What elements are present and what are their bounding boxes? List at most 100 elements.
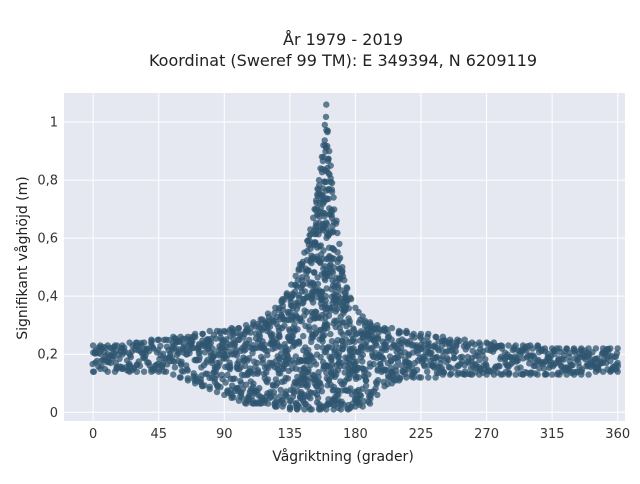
scatter-point: [285, 346, 292, 353]
scatter-point: [315, 369, 322, 376]
scatter-point: [359, 358, 366, 365]
scatter-point: [335, 391, 342, 399]
scatter-point: [284, 375, 292, 382]
scatter-point: [311, 324, 318, 331]
scatter-point: [309, 299, 317, 306]
scatter-point: [221, 327, 228, 335]
scatter-point: [328, 188, 336, 196]
scatter-point: [541, 345, 549, 352]
x-tick-label: 270: [474, 427, 499, 442]
scatter-point: [232, 329, 239, 337]
scatter-point: [324, 127, 331, 134]
scatter-point: [279, 295, 286, 303]
scatter-point: [439, 333, 447, 340]
scatter-point: [403, 327, 410, 335]
scatter-point: [171, 364, 179, 371]
scatter-point: [325, 155, 332, 162]
scatter-point: [217, 383, 224, 391]
scatter-point: [482, 356, 489, 363]
scatter-point: [367, 392, 374, 399]
scatter-point: [247, 329, 254, 336]
scatter-point: [314, 185, 321, 192]
scatter-point: [218, 371, 225, 378]
x-tick-label: 45: [150, 427, 167, 442]
scatter-point: [327, 305, 334, 312]
scatter-point: [126, 368, 133, 375]
scatter-point: [306, 232, 313, 239]
y-tick-label: 0: [50, 406, 58, 421]
scatter-point: [374, 334, 382, 341]
scatter-point: [592, 368, 600, 375]
scatter-point: [330, 264, 338, 271]
scatter-point: [305, 267, 312, 274]
scatter-point: [311, 269, 318, 276]
scatter-point: [329, 269, 337, 276]
scatter-point: [155, 368, 162, 375]
scatter-point: [505, 342, 512, 349]
scatter-point: [417, 330, 425, 338]
scatter-point: [264, 379, 271, 386]
scatter-point: [410, 374, 417, 381]
scatter-point: [365, 371, 372, 378]
scatter-point: [476, 371, 483, 378]
scatter-point: [614, 368, 621, 375]
scatter-point: [505, 371, 512, 378]
scatter-point: [170, 371, 177, 378]
scatter-point: [266, 323, 274, 330]
scatter-point: [127, 354, 134, 361]
scatter-point: [333, 217, 340, 224]
scatter-point: [330, 194, 337, 201]
scatter-point: [304, 237, 311, 245]
chart-title-line-2: Koordinat (Sweref 99 TM): E 349394, N 62…: [149, 51, 537, 70]
scatter-point: [439, 371, 447, 378]
scatter-point: [388, 380, 396, 387]
scatter-point: [242, 381, 250, 388]
scatter-point: [540, 365, 548, 372]
scatter-point: [259, 356, 267, 363]
scatter-point: [599, 368, 607, 375]
scatter-point: [292, 272, 299, 280]
scatter-point: [323, 101, 330, 108]
scatter-point: [89, 368, 97, 375]
scatter-point: [334, 249, 341, 256]
scatter-point: [333, 306, 340, 313]
scatter-point: [345, 305, 353, 312]
scatter-point: [286, 406, 294, 413]
scatter-point: [184, 333, 192, 340]
scatter-point: [304, 382, 311, 389]
scatter-point: [570, 371, 578, 378]
scatter-point: [314, 343, 321, 350]
scatter-point: [339, 331, 346, 338]
scatter-point: [496, 363, 503, 370]
scatter-point: [578, 345, 585, 352]
scatter-point: [517, 364, 524, 371]
x-tick-label: 315: [540, 427, 565, 442]
scatter-point: [308, 406, 315, 413]
scatter-point: [313, 309, 320, 316]
scatter-point: [351, 338, 358, 345]
scatter-point: [334, 229, 341, 237]
scatter-point: [362, 377, 369, 384]
y-axis-label: Signifikant våghöjd (m): [14, 176, 31, 339]
scatter-point: [350, 345, 357, 352]
scatter-point: [183, 366, 191, 373]
scatter-point: [374, 377, 382, 384]
scatter-point: [175, 350, 182, 357]
x-tick-label: 135: [277, 427, 302, 442]
scatter-point: [388, 324, 396, 332]
scatter-point: [446, 371, 454, 378]
scatter-point: [136, 362, 144, 370]
scatter-point: [288, 281, 295, 288]
scatter-point: [512, 371, 519, 378]
scatter-point: [536, 365, 543, 372]
scatter-point: [250, 400, 257, 407]
scatter-point: [271, 393, 278, 400]
scatter-point: [300, 332, 307, 340]
scatter-point: [157, 342, 164, 350]
scatter-point: [326, 147, 333, 155]
scatter-point: [277, 370, 284, 377]
y-tick-label: 0,6: [37, 232, 58, 247]
scatter-point: [403, 374, 410, 381]
scatter-point: [613, 350, 621, 357]
scatter-point: [303, 274, 311, 282]
